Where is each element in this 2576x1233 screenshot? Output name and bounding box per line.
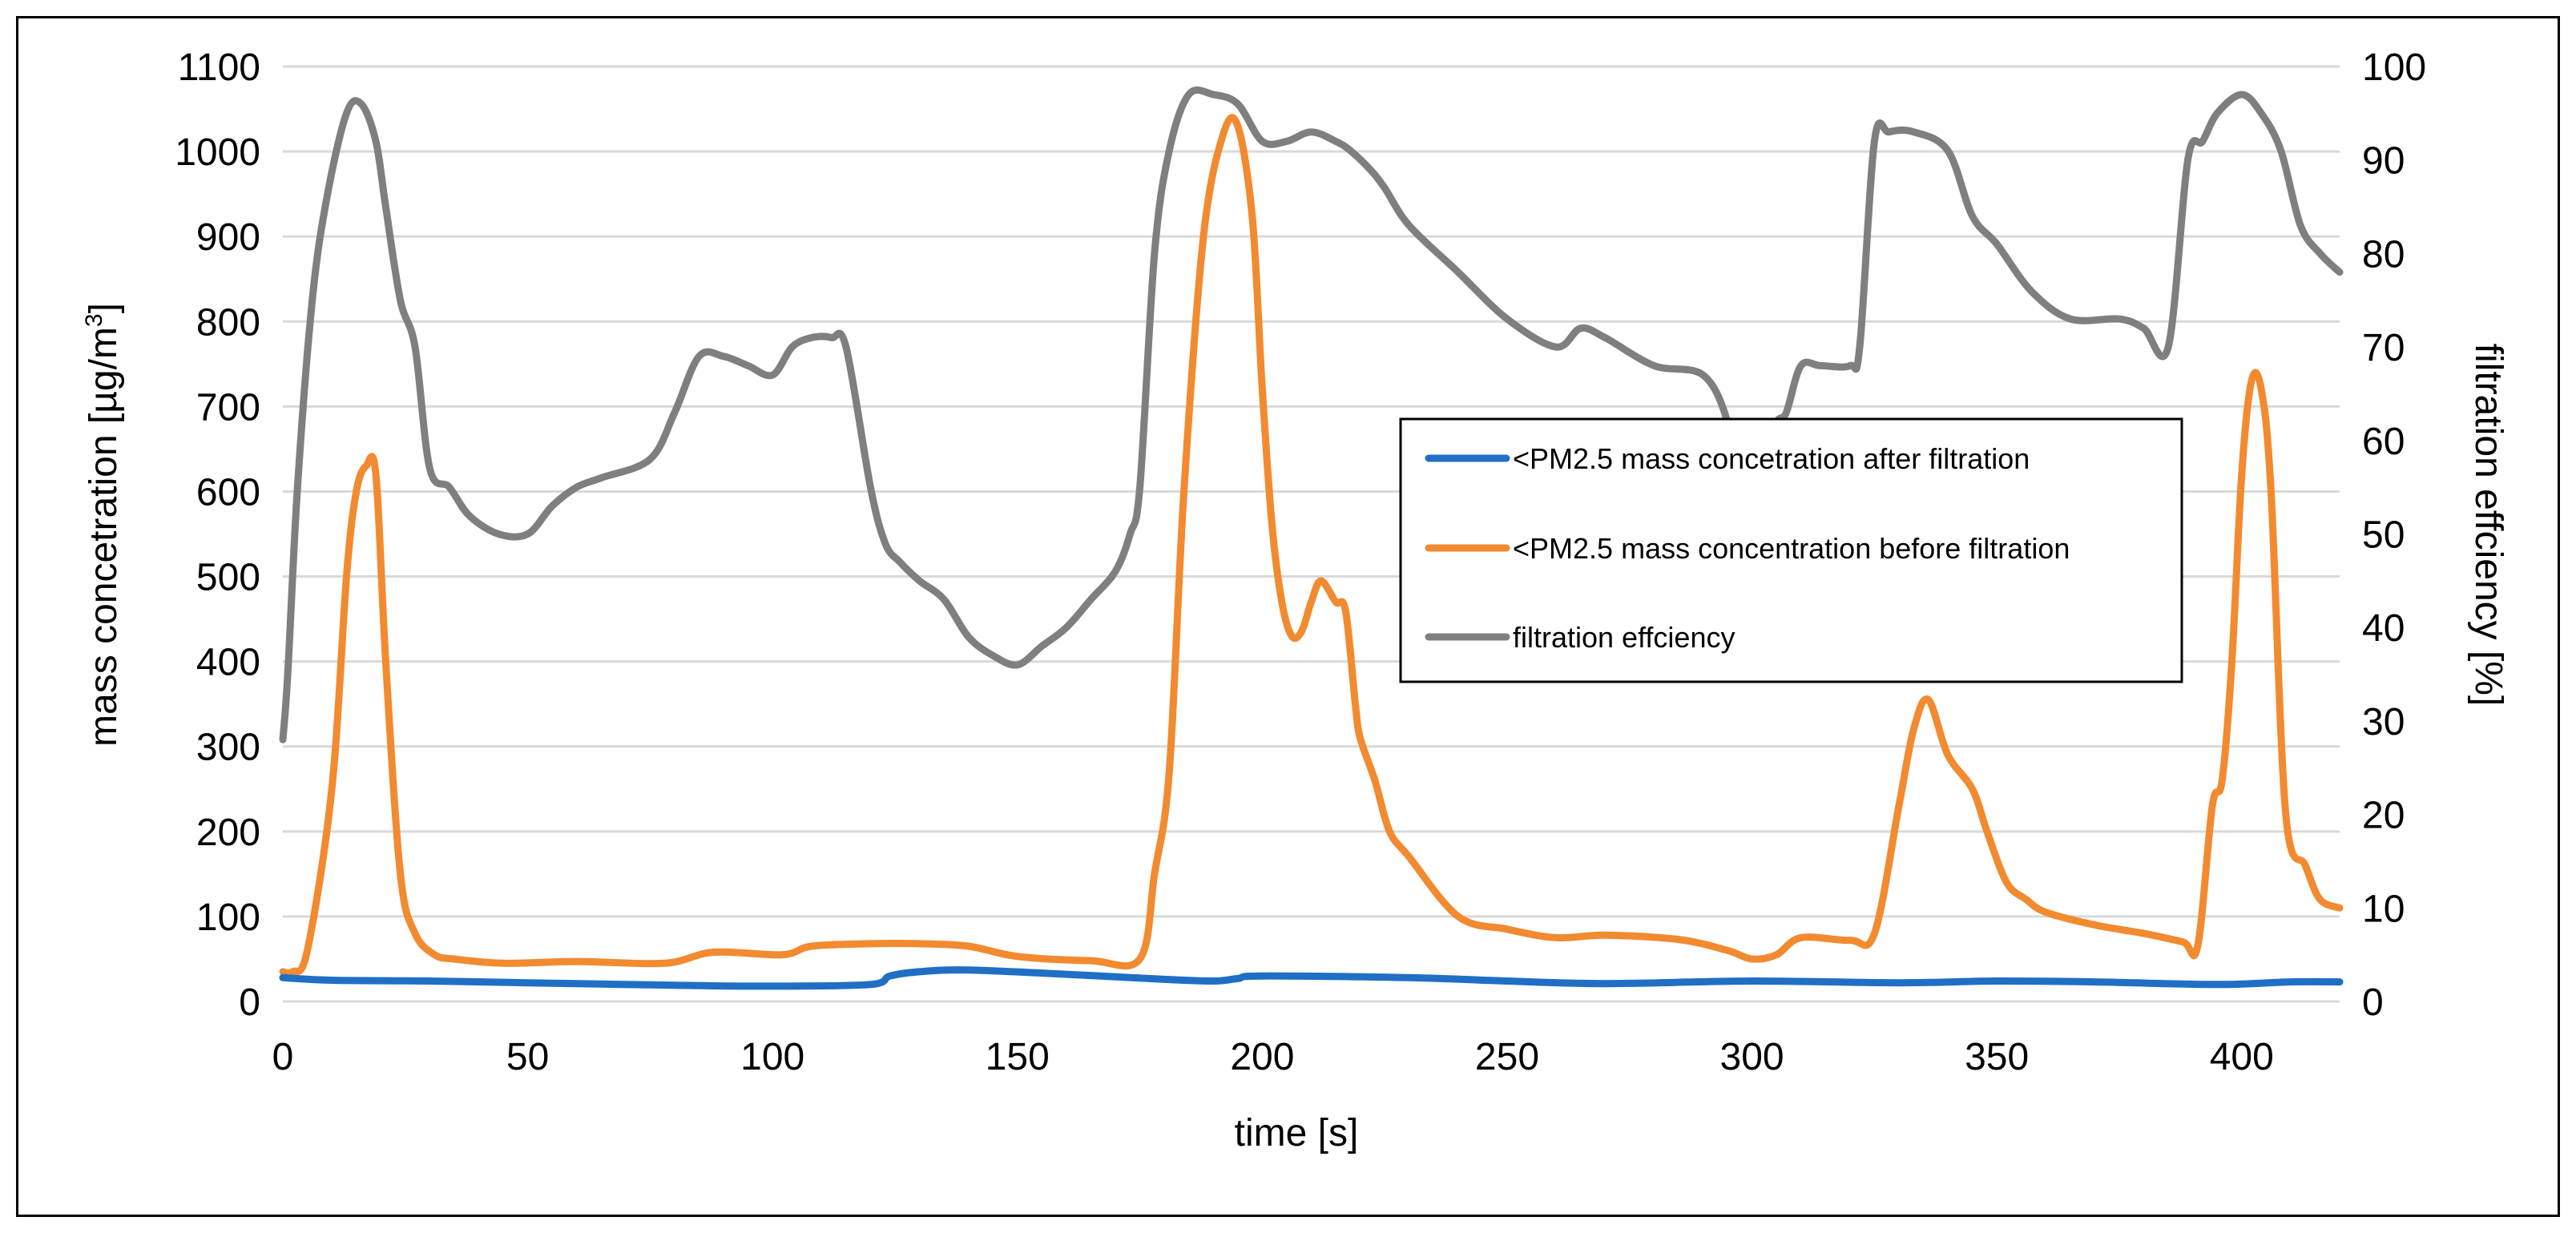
x-tick-label: 300	[1720, 1036, 1784, 1078]
left-tick-label: 400	[196, 642, 260, 684]
x-tick-label: 100	[740, 1036, 804, 1078]
legend-item-after-filtration: <PM2.5 mass concetration after filtratio…	[1425, 442, 2030, 475]
x-tick-label: 250	[1475, 1036, 1539, 1078]
series-after-filtration-line	[279, 966, 2344, 990]
x-tick-label: 0	[272, 1036, 294, 1078]
left-tick-label: 800	[196, 301, 260, 344]
right-axis-title: filtration effciency [%]	[2467, 344, 2509, 707]
x-axis-title: time [s]	[1235, 1112, 1359, 1154]
legend: <PM2.5 mass concetration after filtratio…	[1399, 417, 2183, 683]
legend-item-filtration-efficiency: filtration effciency	[1425, 621, 1735, 654]
right-tick-label: 90	[2362, 140, 2405, 183]
right-tick-label: 10	[2362, 888, 2405, 930]
x-axis-ticks: 0 50 100 150 200 250 300 350 400	[272, 1036, 2274, 1078]
left-axis-title-end: ]	[83, 303, 125, 313]
right-tick-label: 0	[2362, 981, 2384, 1024]
left-tick-label: 700	[196, 386, 260, 429]
right-tick-label: 80	[2362, 233, 2405, 276]
x-tick-label: 50	[506, 1036, 549, 1078]
right-axis-ticks: 0 10 20 30 40 50 60 70 80 90 100	[2362, 46, 2426, 1024]
left-tick-label: 600	[196, 471, 260, 514]
legend-item-before-filtration: <PM2.5 mass concentration before filtrat…	[1425, 532, 2070, 565]
left-tick-label: 100	[196, 897, 260, 939]
left-tick-label: 500	[196, 557, 260, 599]
legend-label: <PM2.5 mass concentration before filtrat…	[1513, 532, 2070, 565]
left-tick-label: 300	[196, 727, 260, 769]
x-tick-label: 200	[1230, 1036, 1294, 1078]
x-tick-label: 400	[2210, 1036, 2274, 1078]
right-tick-label: 60	[2362, 421, 2405, 463]
series-filtration-efficiency-line	[279, 86, 2344, 743]
series-before-filtration-line	[279, 114, 2344, 977]
left-axis-title-sup: 3	[81, 313, 107, 327]
left-tick-label: 1000	[175, 131, 260, 174]
right-tick-label: 20	[2362, 795, 2405, 837]
x-tick-label: 350	[1965, 1036, 2029, 1078]
left-tick-label: 900	[196, 216, 260, 259]
x-tick-label: 150	[986, 1036, 1050, 1078]
right-tick-label: 30	[2362, 701, 2405, 743]
right-tick-label: 100	[2362, 46, 2426, 89]
right-tick-label: 50	[2362, 514, 2405, 557]
legend-box	[1399, 417, 2183, 683]
right-tick-label: 70	[2362, 327, 2405, 369]
legend-label: filtration effciency	[1513, 621, 1735, 654]
left-tick-label: 1100	[178, 46, 260, 89]
left-axis-title-main: mass concetration [µg/m	[83, 327, 125, 747]
left-axis-ticks: 0 100 200 300 400 500 600 700 800 900 1000 1100	[175, 46, 260, 1024]
left-tick-label: 0	[239, 981, 260, 1024]
left-axis-title: mass concetration [µg/m3]	[81, 303, 125, 747]
series-lines	[279, 86, 2344, 990]
right-tick-label: 40	[2362, 607, 2405, 650]
left-tick-label: 200	[196, 812, 260, 854]
legend-label: <PM2.5 mass concetration after filtratio…	[1513, 442, 2030, 475]
